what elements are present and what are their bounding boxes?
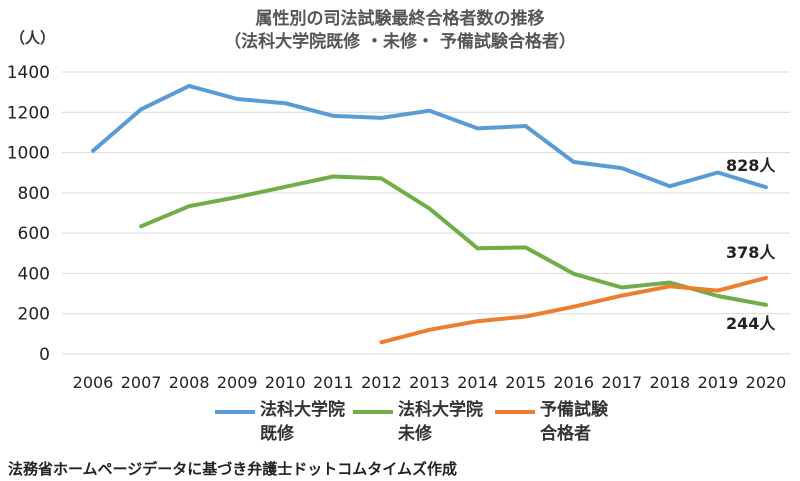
x-tick-label: 2011 xyxy=(313,373,354,392)
x-tick-label: 2018 xyxy=(649,373,690,392)
y-tick-label: 0 xyxy=(39,345,50,365)
y-tick-label: 1400 xyxy=(7,63,50,83)
legend-label-kishu-line1: 法科大学院 xyxy=(260,400,345,420)
legend-label-mishu-line2: 未修 xyxy=(398,424,432,444)
x-tick-label: 2015 xyxy=(505,373,546,392)
x-tick-label: 2019 xyxy=(698,373,739,392)
y-tick-label: 400 xyxy=(18,264,50,284)
x-tick-label: 2020 xyxy=(746,373,787,392)
legend-swatch-kishu xyxy=(215,410,255,414)
x-tick-label: 2008 xyxy=(169,373,210,392)
x-tick-label: 2010 xyxy=(265,373,306,392)
x-tick-label: 2016 xyxy=(553,373,594,392)
x-tick-label: 2013 xyxy=(409,373,450,392)
line-chart: 0 200 400 600 800 1000 1200 1400 2006 2007 2008 200… xyxy=(7,63,790,392)
y-tick-label: 600 xyxy=(18,224,50,244)
y-tick-label: 1200 xyxy=(7,103,50,123)
legend-label-mishu-line1: 法科大学院 xyxy=(398,400,483,420)
data-label: 828人 xyxy=(726,156,776,175)
data-label: 378人 xyxy=(726,243,776,262)
chart-title: 属性別の司法試験最終合格者数の推移 xyxy=(255,9,545,29)
x-tick-label: 2017 xyxy=(601,373,642,392)
y-tick-label: 800 xyxy=(18,184,50,204)
x-tick-label: 2014 xyxy=(457,373,498,392)
data-label: 244人 xyxy=(726,314,776,333)
x-tick-label: 2007 xyxy=(121,373,162,392)
legend-label-yobi-line1: 予備試験 xyxy=(540,400,608,420)
legend-swatch-mishu xyxy=(353,410,393,414)
series-line-mishu xyxy=(139,174,768,307)
source-note: 法務省ホームページデータに基づき弁護士ドットコムタイムズ作成 xyxy=(8,460,457,478)
x-tick-label: 2006 xyxy=(73,373,114,392)
y-tick-label: 200 xyxy=(18,305,50,325)
x-tick-label: 2012 xyxy=(361,373,402,392)
chart-subtitle: （法科大学院既修 ・未修・ 予備試験合格者） xyxy=(224,32,576,52)
series-line-kishu xyxy=(91,83,768,190)
series-line-yobi xyxy=(379,275,768,345)
y-tick-label: 1000 xyxy=(7,144,50,164)
legend-label-kishu-line2: 既修 xyxy=(260,424,294,444)
legend-label-yobi-line2: 合格者 xyxy=(540,424,591,444)
legend-swatch-yobi xyxy=(495,410,535,414)
x-tick-label: 2009 xyxy=(217,373,258,392)
y-axis-unit-label: （人） xyxy=(10,29,56,47)
